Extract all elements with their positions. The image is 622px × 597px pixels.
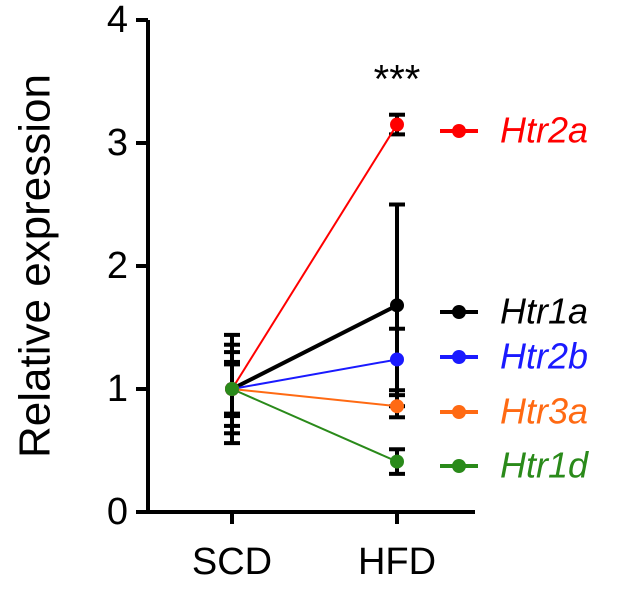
series-line <box>231 388 398 408</box>
legend-marker <box>452 350 466 364</box>
legend-marker <box>452 405 466 419</box>
series-line <box>231 303 398 391</box>
annotation: *** <box>374 58 421 102</box>
y-axis-label: Relative expression <box>11 74 60 458</box>
y-tick-label: 0 <box>107 491 128 533</box>
x-tick-label: SCD <box>192 541 272 583</box>
data-point <box>390 454 404 469</box>
series-line <box>231 124 398 390</box>
legend-label: Htr3a <box>500 391 588 432</box>
legend-label: Htr2b <box>500 336 588 377</box>
series-line <box>231 358 398 390</box>
y-tick-label: 4 <box>107 0 128 41</box>
series-line <box>231 388 398 463</box>
data-point <box>225 382 239 396</box>
legend-marker <box>452 305 466 319</box>
data-point <box>390 298 404 313</box>
legend-label: Htr1d <box>500 445 589 486</box>
x-tick-label: HFD <box>358 541 436 583</box>
y-tick-label: 3 <box>107 122 128 164</box>
data-point <box>390 117 404 132</box>
legend-marker <box>452 124 466 138</box>
data-point <box>390 399 404 414</box>
y-tick-label: 2 <box>107 245 128 287</box>
legend-marker <box>452 459 466 473</box>
legend-label: Htr2a <box>500 110 588 151</box>
legend-label: Htr1a <box>500 291 588 332</box>
y-tick-label: 1 <box>107 368 128 410</box>
data-point <box>390 352 404 367</box>
